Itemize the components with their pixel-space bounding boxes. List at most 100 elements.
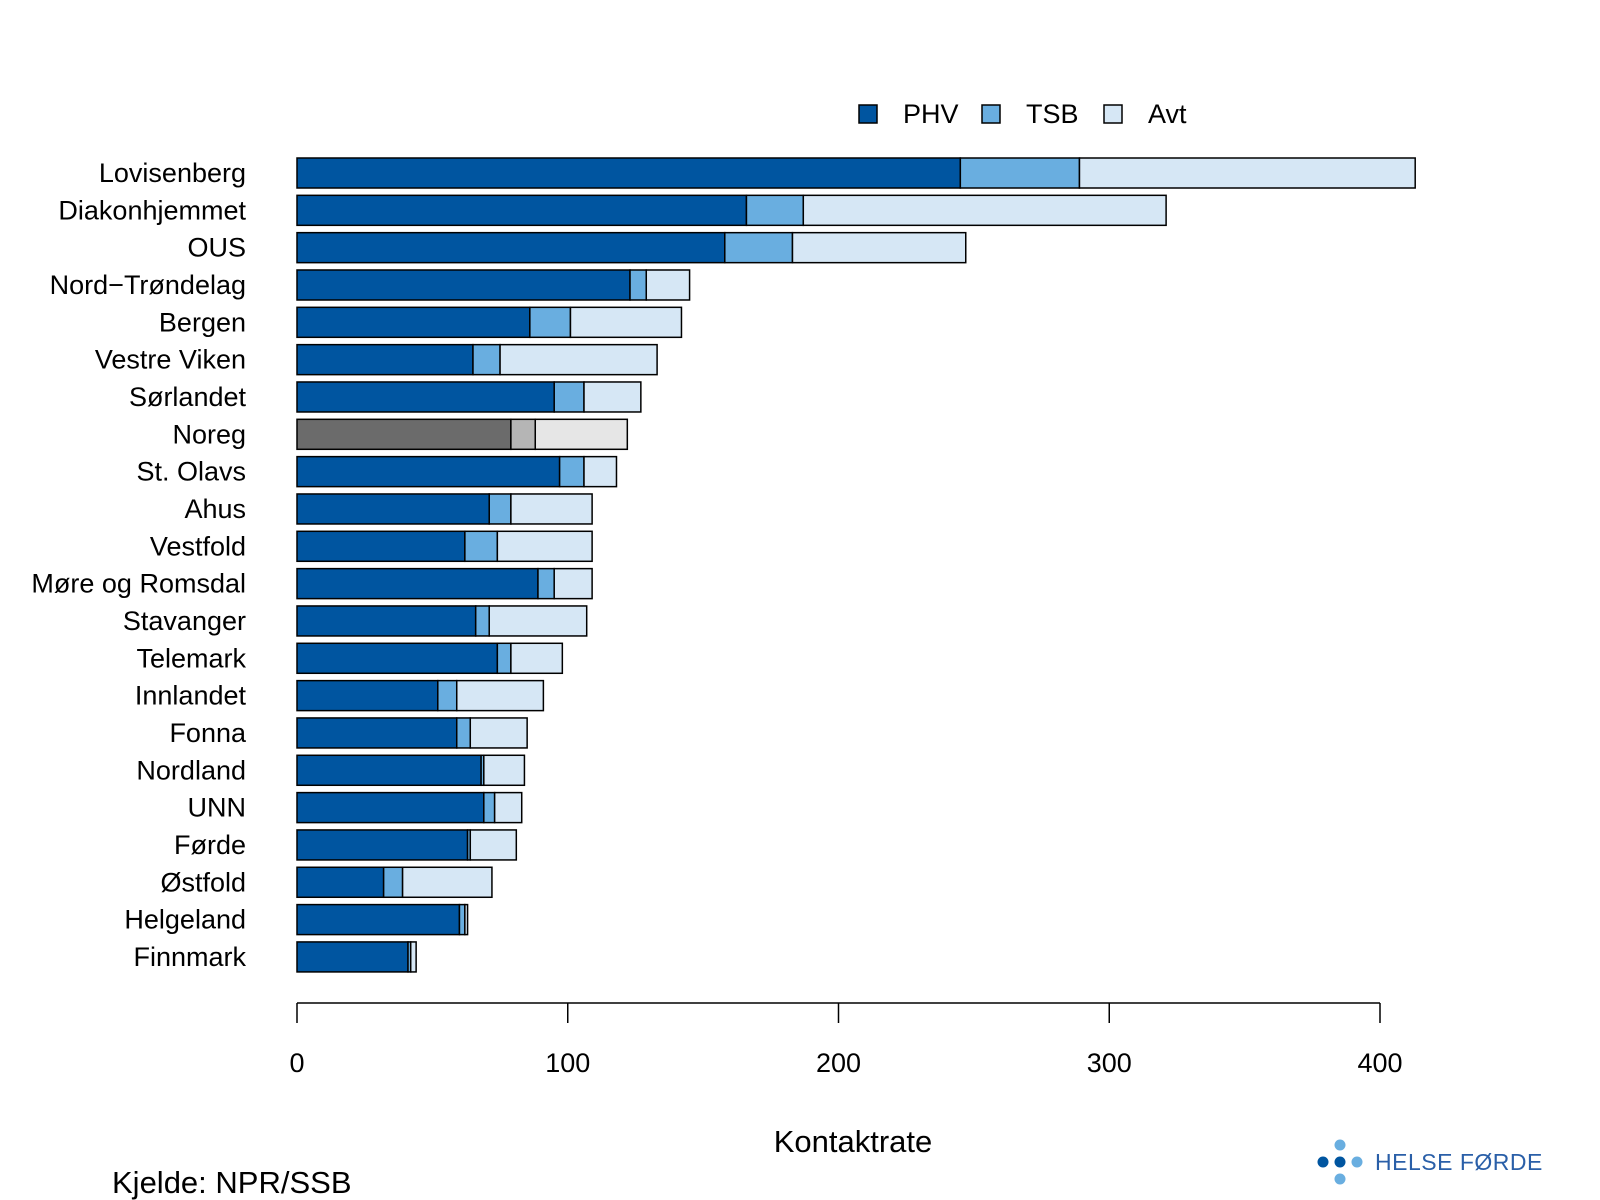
bar-vestre-viken-tsb (472, 343, 501, 376)
bar-noreg-avt (534, 418, 629, 451)
category-label: Finnmark (133, 942, 246, 972)
bar-ahus-phv (296, 493, 490, 525)
category-label: OUS (187, 233, 246, 263)
category-label: Innlandet (135, 681, 247, 711)
bar-st-olavs-phv (296, 455, 561, 488)
bar-noreg-phv (296, 418, 512, 451)
category-label: Nordland (136, 755, 246, 785)
x-axis: 0 100 200 300 400 (289, 1002, 1403, 1078)
bar-stavanger-phv (296, 605, 477, 637)
logo-dot (1351, 1156, 1363, 1168)
logo-dot (1334, 1156, 1346, 1168)
bar-st-olavs-avt (583, 455, 618, 488)
legend-label-avt: Avt (1148, 99, 1187, 129)
bar-vestfold-tsb (464, 530, 499, 563)
bar-bergen-avt (569, 306, 683, 339)
bar-bergen-phv (296, 306, 531, 339)
bar-telemark-avt (510, 642, 564, 675)
bar-ous-tsb (724, 231, 794, 264)
bar-finnmark-avt (409, 941, 417, 973)
category-label: Fonna (169, 718, 247, 748)
bar-stavanger-tsb (474, 605, 490, 637)
bar-telemark-tsb (496, 642, 512, 675)
bar-helgeland-tsb (458, 903, 466, 936)
bar-diakonhjemmet-phv (296, 194, 748, 227)
bar-vestfold-avt (496, 530, 593, 563)
bars (296, 157, 1416, 973)
bar-telemark-phv (296, 642, 499, 675)
bar-innlandet-tsb (437, 679, 458, 712)
bar-f-rde-avt (469, 829, 518, 861)
bar-ahus-avt (510, 493, 593, 525)
legend-swatch-avt (1103, 104, 1123, 124)
bar-unn-avt (493, 791, 523, 824)
category-label: Førde (174, 830, 246, 860)
bar-ahus-tsb (488, 493, 512, 525)
category-label: Telemark (136, 643, 246, 673)
bar-lovisenberg-phv (296, 157, 962, 189)
bar-m-re-og-romsdal-phv (296, 567, 539, 600)
category-label: Helgeland (124, 905, 246, 935)
bar-lovisenberg-tsb (959, 157, 1081, 189)
bar-stfold-avt (401, 866, 493, 899)
bar-ous-phv (296, 231, 726, 264)
bar-nord-tr-ndelag-tsb (629, 269, 648, 301)
bar-diakonhjemmet-avt (802, 194, 1167, 227)
bar-innlandet-avt (455, 679, 545, 712)
legend-label-phv: PHV (903, 99, 959, 129)
legend-swatch-phv (858, 104, 878, 124)
bar-nordland-avt (483, 754, 526, 787)
bar-fonna-tsb (455, 717, 472, 749)
bar-m-re-og-romsdal-avt (553, 567, 593, 600)
bar-fonna-phv (296, 717, 458, 749)
bar-innlandet-phv (296, 679, 439, 712)
bar-vestre-viken-avt (499, 343, 658, 376)
bar-fonna-avt (469, 717, 528, 749)
category-label: Vestre Viken (95, 345, 246, 375)
category-label: Nord−Trøndelag (50, 270, 246, 300)
category-label: Møre og Romsdal (31, 569, 246, 599)
category-label: Sørlandet (129, 382, 247, 412)
bar-s-rlandet-avt (583, 381, 642, 413)
x-tick-label: 300 (1087, 1048, 1132, 1078)
category-label: Noreg (172, 419, 246, 449)
category-label: Vestfold (150, 531, 246, 561)
bar-noreg-tsb (510, 418, 537, 451)
bar-nordland-phv (296, 754, 482, 787)
bar-stfold-phv (296, 866, 385, 899)
bar-unn-tsb (483, 791, 496, 824)
helse-forde-logo: HELSE FØRDE (1317, 1139, 1542, 1185)
bar-helgeland-phv (296, 903, 461, 936)
legend-swatch-tsb (981, 104, 1001, 124)
category-label: St. Olavs (136, 457, 246, 487)
bar-vestfold-phv (296, 530, 466, 563)
category-label: Stavanger (123, 606, 246, 636)
category-label: Bergen (159, 307, 246, 337)
bar-s-rlandet-phv (296, 381, 555, 413)
bar-nord-tr-ndelag-phv (296, 269, 631, 301)
bar-st-olavs-tsb (558, 455, 585, 488)
x-tick-label: 200 (816, 1048, 861, 1078)
bar-unn-phv (296, 791, 485, 824)
bar-m-re-og-romsdal-tsb (537, 567, 555, 600)
bar-bergen-tsb (529, 306, 572, 339)
bar-diakonhjemmet-tsb (745, 194, 805, 227)
category-label: Lovisenberg (99, 158, 246, 188)
bar-nord-tr-ndelag-avt (645, 269, 691, 301)
category-label: Østfold (160, 867, 246, 897)
bar-lovisenberg-avt (1078, 157, 1416, 189)
legend: PHV TSB Avt (858, 99, 1187, 129)
x-tick-label: 400 (1357, 1048, 1402, 1078)
logo-dot (1334, 1173, 1346, 1185)
source-note: Kjelde: NPR/SSB (112, 1165, 352, 1200)
category-label: UNN (188, 793, 247, 823)
category-label: Ahus (184, 494, 246, 524)
x-axis-title: Kontaktrate (774, 1124, 933, 1159)
bar-stavanger-avt (488, 605, 588, 637)
logo-dot (1317, 1156, 1329, 1168)
bar-stfold-tsb (382, 866, 404, 899)
bar-helgeland-avt (464, 903, 469, 936)
logo-dot (1334, 1139, 1346, 1151)
bar-vestre-viken-phv (296, 343, 474, 376)
